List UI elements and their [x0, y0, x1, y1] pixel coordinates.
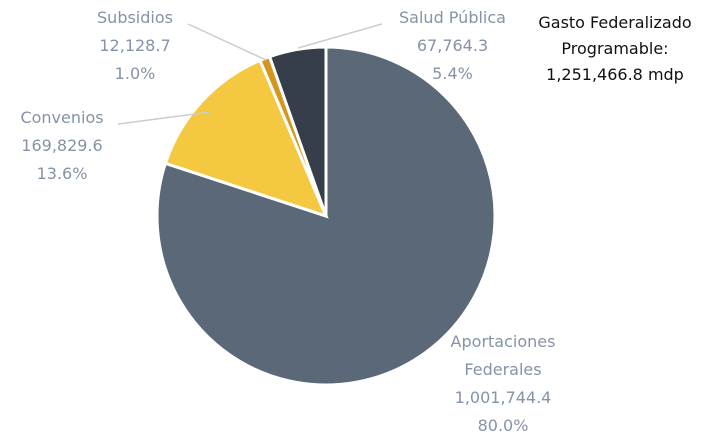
slice-label: Subsidios 12,128.7 1.0%	[80, 4, 190, 88]
annotation-line: Gasto Federalizado	[538, 13, 692, 32]
value-label: 12,128.7	[99, 36, 171, 55]
percent-label: 13.6%	[36, 164, 88, 183]
leader-line	[117, 111, 211, 125]
category-label: Salud Pública	[399, 8, 506, 27]
slice-label: Convenios 169,829.6 13.6%	[0, 104, 124, 188]
value-label: 169,829.6	[21, 136, 103, 155]
value-label: 67,764.3	[416, 36, 489, 55]
category-label: Subsidios	[97, 8, 173, 27]
pie-slice	[163, 58, 329, 219]
category-label: Aportaciones Federales	[450, 332, 556, 379]
annotation-line: 1,251,466.8 mdp	[546, 65, 684, 84]
slice-label: Aportaciones Federales 1,001,744.4 80.0%	[440, 328, 566, 440]
percent-label: 1.0%	[114, 64, 156, 83]
pie-slice	[155, 45, 497, 387]
leader-line	[297, 23, 383, 49]
annotation-line: Programable:	[561, 39, 669, 58]
annotation: Gasto Federalizado Programable: 1,251,46…	[520, 10, 707, 88]
pie-slice	[267, 45, 328, 217]
percent-label: 5.4%	[432, 64, 473, 83]
value-label: 1,001,744.4	[454, 388, 552, 407]
category-label: Convenios	[20, 108, 104, 127]
leader-line	[187, 23, 267, 61]
percent-label: 80.0%	[477, 416, 529, 435]
slice-label: Salud Pública 67,764.3 5.4%	[380, 4, 525, 88]
